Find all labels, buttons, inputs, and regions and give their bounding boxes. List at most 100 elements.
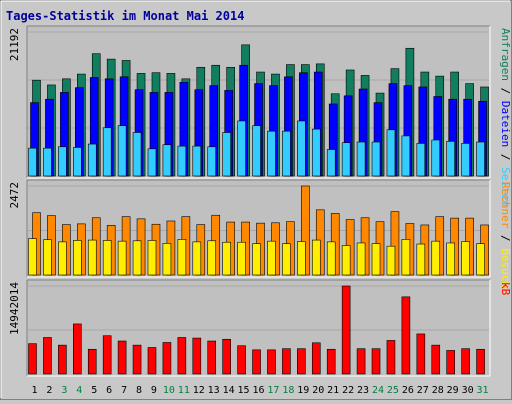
x-tick-label: 24 (372, 385, 384, 396)
x-tick-label: 4 (76, 385, 82, 396)
bar-visits-besuche-day-19 (297, 241, 306, 276)
x-tick-label: 10 (163, 385, 175, 396)
bar-visits-besuche-day-1 (28, 238, 37, 276)
bar-visits-besuche-day-5 (87, 239, 97, 276)
bar-kb-kb-day-24 (371, 348, 381, 375)
bar-visits-besuche-day-6 (102, 240, 112, 276)
x-tick-label: 3 (61, 385, 67, 396)
bar-kb-kb-day-20 (311, 342, 321, 375)
x-tick-label: 16 (252, 385, 264, 396)
legend-item: kB (499, 282, 512, 296)
bar-hits-seiten-day-21 (326, 149, 336, 177)
bar-visits-besuche-day-29 (446, 242, 455, 276)
bar-kb-kb-day-9 (147, 347, 157, 375)
bar-kb-kb-day-1 (28, 343, 37, 375)
bar-visits-besuche-day-11 (177, 239, 187, 276)
bar-visits-besuche-day-20 (311, 239, 321, 276)
bar-hits-seiten-day-11 (177, 145, 187, 177)
x-tick-label: 30 (462, 385, 474, 396)
bar-kb-kb-day-30 (461, 348, 470, 375)
x-tick-label: 5 (91, 385, 97, 396)
bar-kb-kb-day-22 (341, 285, 351, 375)
bar-visits-besuche-day-4 (73, 240, 82, 276)
bar-kb-kb-day-10 (162, 342, 172, 375)
bar-hits-seiten-day-28 (431, 139, 441, 177)
x-tick-label: 13 (208, 385, 220, 396)
bar-kb-kb-day-7 (117, 340, 127, 375)
bar-kb-kb-day-4 (73, 323, 82, 375)
x-tick-label: 14 (223, 385, 235, 396)
bar-kb-kb-day-16 (252, 349, 261, 375)
bar-hits-seiten-day-27 (416, 143, 426, 177)
x-tick-label: 23 (357, 385, 369, 396)
bar-hits-seiten-day-31 (476, 141, 485, 177)
legend-item: / (499, 147, 512, 167)
bar-visits-besuche-day-2 (43, 239, 52, 276)
x-tick-label: 17 (267, 385, 279, 396)
bar-visits-besuche-day-15 (237, 241, 246, 276)
x-tick-label: 21 (327, 385, 339, 396)
x-tick-label: 27 (417, 385, 429, 396)
bar-kb-kb-day-17 (267, 349, 276, 375)
bar-kb-kb-day-3 (58, 344, 67, 375)
bar-hits-seiten-day-7 (117, 125, 127, 177)
bar-visits-besuche-day-21 (326, 241, 336, 276)
bar-visits-besuche-day-12 (192, 241, 202, 276)
bar-visits-besuche-day-25 (386, 245, 396, 276)
bar-hits-seiten-day-14 (222, 132, 231, 177)
x-tick-label: 2 (46, 385, 52, 396)
panel-kb-legend: kB (499, 282, 512, 296)
bar-kb-kb-day-29 (446, 350, 455, 375)
bar-kb-kb-day-15 (237, 345, 246, 375)
bar-kb-kb-day-31 (476, 348, 485, 375)
bar-visits-besuche-day-9 (147, 240, 157, 276)
bar-hits-seiten-day-19 (297, 120, 306, 177)
bar-hits-seiten-day-1 (28, 147, 37, 177)
bar-kb-kb-day-18 (282, 348, 291, 375)
bar-visits-besuche-day-13 (207, 240, 217, 276)
legend-item: / (499, 228, 512, 248)
bar-hits-seiten-day-16 (252, 125, 261, 177)
bar-visits-besuche-day-3 (58, 241, 67, 276)
bar-hits-seiten-day-18 (282, 130, 291, 177)
bar-visits-besuche-day-8 (132, 240, 142, 276)
bar-kb-kb-day-2 (43, 337, 52, 375)
panel-kb-ymax-label: 14942014 (8, 282, 21, 335)
bar-visits-besuche-day-26 (401, 239, 411, 276)
x-tick-label: 9 (151, 385, 157, 396)
bar-visits-besuche-day-31 (476, 243, 485, 276)
panel-visits-legend: Rechner / Besuche (499, 182, 512, 295)
x-tick-label: 12 (193, 385, 205, 396)
panel-visits-ymax-label: 2472 (8, 182, 21, 209)
bar-hits-seiten-day-6 (102, 127, 112, 177)
chart-title: Tages-Statistik im Monat Mai 2014 (6, 9, 244, 23)
bar-hits-seiten-day-15 (237, 120, 246, 177)
x-tick-label: 25 (387, 385, 399, 396)
x-tick-label: 6 (106, 385, 112, 396)
bar-visits-besuche-day-22 (341, 245, 351, 276)
bar-visits-besuche-day-16 (252, 243, 261, 276)
bar-kb-kb-day-25 (386, 340, 396, 375)
legend-item: / (499, 81, 512, 101)
bar-hits-seiten-day-30 (461, 143, 470, 177)
panel-hits-ymax-label: 21192 (8, 28, 21, 61)
bar-visits-besuche-day-17 (267, 240, 276, 276)
x-tick-label: 1 (31, 385, 37, 396)
bar-hits-seiten-day-10 (162, 144, 172, 177)
bar-hits-seiten-day-25 (386, 129, 396, 177)
x-tick-label: 26 (402, 385, 414, 396)
bar-hits-seiten-day-17 (267, 130, 276, 177)
x-tick-label: 8 (136, 385, 142, 396)
bar-hits-seiten-day-3 (58, 146, 67, 177)
bar-hits-seiten-day-20 (311, 128, 321, 177)
bar-visits-besuche-day-28 (431, 240, 441, 276)
bar-hits-seiten-day-24 (371, 141, 381, 177)
legend-item: Rechner (499, 182, 512, 229)
bar-kb-kb-day-12 (192, 337, 202, 375)
bar-kb-kb-day-23 (356, 348, 366, 375)
bar-kb-kb-day-26 (401, 296, 411, 375)
bar-kb-kb-day-13 (207, 340, 217, 375)
bar-kb-kb-day-19 (297, 348, 306, 375)
